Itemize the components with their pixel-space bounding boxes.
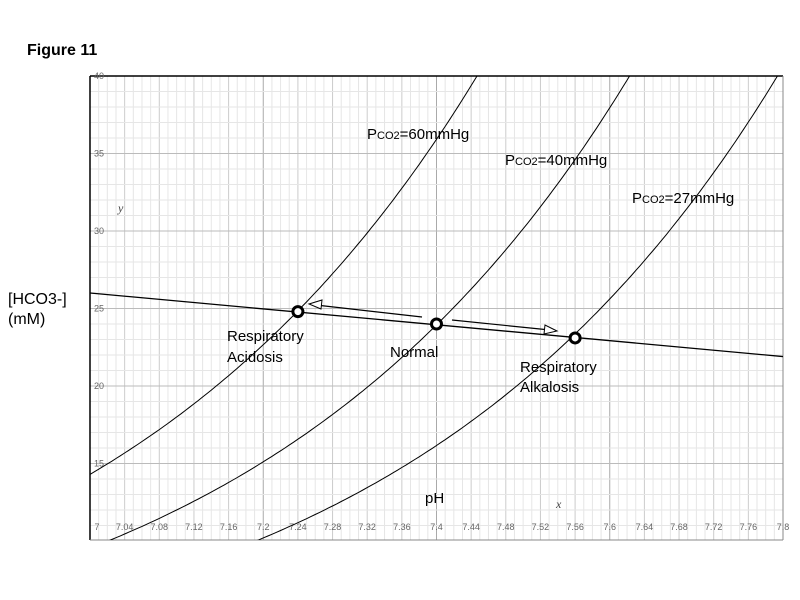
respiratory-alkalosis-point — [568, 331, 582, 345]
grid — [89, 75, 784, 540]
x-tick-label: 7.56 — [566, 522, 584, 532]
y-tick-label: 35 — [94, 149, 104, 159]
x-tick-label: 7.6 — [603, 522, 616, 532]
x-tick-label: 7.08 — [151, 522, 169, 532]
y-axis-label-line2: (mM) — [8, 311, 46, 328]
figure-title: Figure 11 — [27, 42, 98, 59]
x-tick-label: 7 — [94, 522, 99, 532]
x-tick-label: 7.44 — [462, 522, 480, 532]
pco2-27-curve — [257, 76, 779, 540]
x-tick-label: 7.04 — [116, 522, 134, 532]
x-tick-label: 7.16 — [220, 522, 238, 532]
y-var-label: y — [117, 201, 124, 215]
x-tick-label: 7.2 — [257, 522, 270, 532]
arrow-head-alkalosis-icon — [543, 324, 559, 335]
arrow-head-acidosis-icon — [307, 299, 323, 310]
y-tick-label: 20 — [94, 381, 104, 391]
label-acidosis-line1: Respiratory — [227, 328, 304, 345]
label-acidosis-line2: Acidosis — [227, 349, 283, 366]
y-tick-label: 40 — [94, 71, 104, 81]
x-tick-label: 7.28 — [324, 522, 342, 532]
x-var-label: x — [555, 497, 562, 511]
label-normal: Normal — [390, 344, 438, 361]
y-axis-label: [HCO3-] (mM) — [8, 290, 67, 330]
x-tick-label: 7.48 — [497, 522, 515, 532]
x-tick-label: 7.4 — [430, 522, 443, 532]
x-tick-label: 7.32 — [358, 522, 376, 532]
label-pco2-40: PCO2=40mmHg — [505, 152, 607, 169]
x-tick-label: 7.8 — [777, 522, 790, 532]
arrow-to-alkalosis — [451, 319, 551, 331]
y-tick-label: 15 — [94, 459, 104, 469]
normal-point — [430, 317, 443, 331]
label-pco2-60: PCO2=60mmHg — [367, 126, 469, 143]
x-tick-label: 7.76 — [740, 522, 758, 532]
arrow-to-acidosis — [315, 304, 423, 318]
y-tick-label: 25 — [94, 304, 104, 314]
label-pco2-27: PCO2=27mmHg — [632, 190, 734, 207]
y-axis-label-line1: [HCO3-] — [8, 291, 67, 308]
label-alkalosis-line2: Alkalosis — [520, 379, 579, 396]
x-tick-label: 7.72 — [705, 522, 723, 532]
y-tick-label: 30 — [94, 226, 104, 236]
x-axis-label: pH — [425, 490, 444, 507]
pco2-60-curve — [90, 76, 478, 475]
x-tick-label: 7.36 — [393, 522, 411, 532]
label-alkalosis-line1: Respiratory — [520, 359, 597, 376]
x-tick-label: 7.64 — [636, 522, 654, 532]
x-tick-label: 7.52 — [532, 522, 550, 532]
respiratory-acidosis-point — [291, 305, 305, 319]
x-tick-label: 7.68 — [670, 522, 688, 532]
x-tick-label: 7.24 — [289, 522, 307, 532]
x-tick-label: 7.12 — [185, 522, 203, 532]
